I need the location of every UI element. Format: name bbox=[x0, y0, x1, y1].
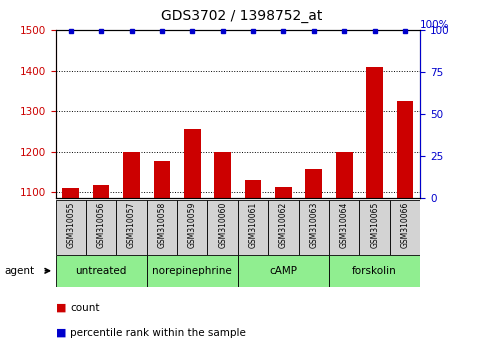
Bar bbox=[56, 255, 147, 287]
Text: GSM310055: GSM310055 bbox=[66, 201, 75, 248]
Bar bbox=[238, 200, 268, 255]
Text: GSM310056: GSM310056 bbox=[97, 201, 106, 248]
Bar bbox=[86, 200, 116, 255]
Bar bbox=[56, 200, 86, 255]
Bar bbox=[116, 200, 147, 255]
Text: ■: ■ bbox=[56, 303, 66, 313]
Bar bbox=[238, 255, 329, 287]
Text: 100%: 100% bbox=[420, 20, 450, 30]
Bar bbox=[93, 185, 110, 198]
Bar bbox=[147, 200, 177, 255]
Text: GSM310060: GSM310060 bbox=[218, 201, 227, 248]
Bar bbox=[336, 152, 353, 198]
Bar bbox=[177, 200, 208, 255]
Bar bbox=[123, 152, 140, 198]
Bar bbox=[62, 188, 79, 198]
Text: agent: agent bbox=[5, 266, 35, 276]
Bar bbox=[268, 200, 298, 255]
Bar bbox=[359, 200, 390, 255]
Text: GDS3702 / 1398752_at: GDS3702 / 1398752_at bbox=[161, 9, 322, 23]
Text: ■: ■ bbox=[56, 328, 66, 338]
Bar bbox=[147, 255, 238, 287]
Bar bbox=[329, 200, 359, 255]
Bar bbox=[184, 129, 200, 198]
Text: untreated: untreated bbox=[75, 266, 127, 276]
Text: GSM310059: GSM310059 bbox=[188, 201, 197, 248]
Text: GSM310057: GSM310057 bbox=[127, 201, 136, 248]
Bar bbox=[366, 67, 383, 198]
Text: cAMP: cAMP bbox=[270, 266, 298, 276]
Bar bbox=[305, 169, 322, 198]
Bar bbox=[245, 180, 261, 198]
Bar bbox=[397, 101, 413, 198]
Bar bbox=[154, 161, 170, 198]
Bar bbox=[275, 187, 292, 198]
Bar bbox=[208, 200, 238, 255]
Text: GSM310058: GSM310058 bbox=[157, 201, 167, 248]
Bar bbox=[298, 200, 329, 255]
Text: GSM310063: GSM310063 bbox=[309, 201, 318, 248]
Bar bbox=[390, 200, 420, 255]
Text: norepinephrine: norepinephrine bbox=[153, 266, 232, 276]
Text: GSM310064: GSM310064 bbox=[340, 201, 349, 248]
Text: forskolin: forskolin bbox=[352, 266, 397, 276]
Bar bbox=[214, 152, 231, 198]
Text: GSM310062: GSM310062 bbox=[279, 201, 288, 248]
Bar bbox=[329, 255, 420, 287]
Text: percentile rank within the sample: percentile rank within the sample bbox=[70, 328, 246, 338]
Text: GSM310065: GSM310065 bbox=[370, 201, 379, 248]
Text: GSM310061: GSM310061 bbox=[249, 201, 257, 248]
Text: GSM310066: GSM310066 bbox=[400, 201, 410, 248]
Text: count: count bbox=[70, 303, 99, 313]
